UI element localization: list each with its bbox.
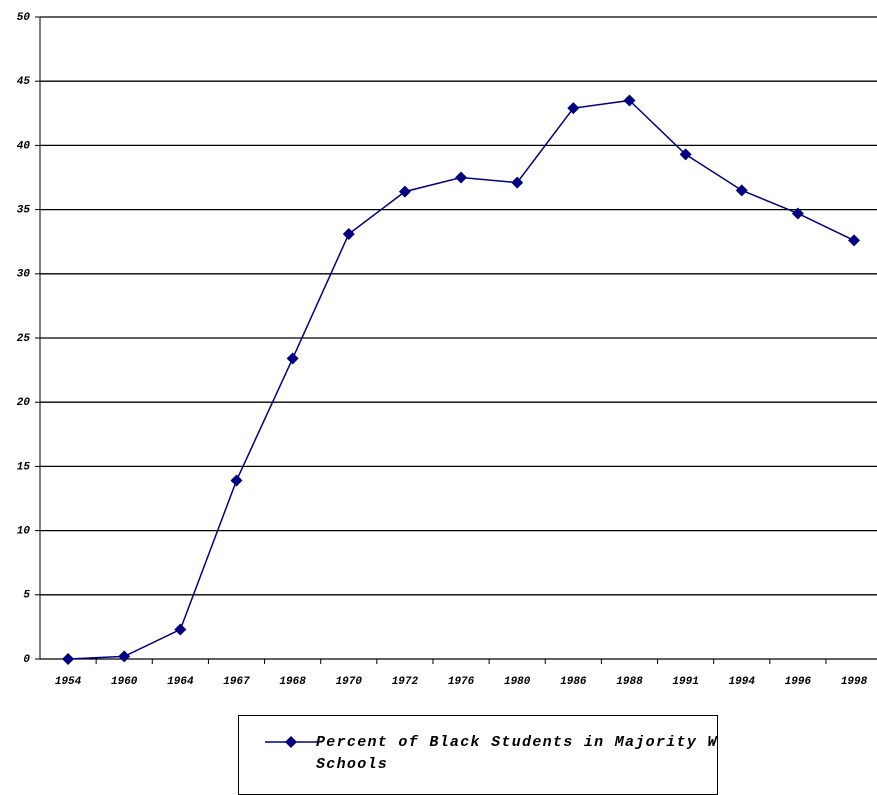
data-point: [679, 148, 692, 161]
y-tick-label: 10: [17, 526, 31, 538]
y-tick-label: 25: [17, 333, 31, 345]
data-point: [848, 234, 861, 247]
data-point: [118, 650, 131, 663]
y-tick-label: 30: [17, 269, 31, 281]
legend: Percent of Black Students in Majority Wh…: [238, 715, 718, 795]
x-tick-label: 1970: [336, 676, 363, 688]
data-point: [398, 185, 411, 198]
y-tick-label: 0: [23, 654, 30, 666]
data-point: [174, 623, 187, 636]
data-point: [62, 653, 75, 665]
legend-swatch: [265, 736, 317, 748]
x-tick-label: 1967: [223, 676, 250, 688]
y-tick-label: 45: [17, 76, 31, 88]
x-tick-label: 1996: [785, 676, 812, 688]
x-tick-label: 1960: [111, 676, 138, 688]
y-tick-label: 15: [17, 461, 31, 473]
data-point: [567, 102, 580, 115]
x-tick-label: 1968: [279, 676, 306, 688]
data-point: [455, 171, 468, 184]
data-point: [791, 207, 804, 220]
legend-label: Percent of Black Students in Majority Wh…: [316, 734, 718, 773]
legend-marker: [285, 736, 297, 748]
series-line: [68, 99, 855, 660]
data-point: [735, 184, 748, 197]
y-tick-label: 5: [23, 590, 30, 602]
x-tick-label: 1998: [841, 676, 868, 688]
y-tick-label: 50: [17, 12, 31, 24]
y-tick-label: 20: [17, 397, 31, 409]
x-tick-label: 1976: [448, 676, 475, 688]
x-tick-label: 1991: [672, 676, 698, 688]
data-point: [342, 227, 355, 240]
x-tick-label: 1972: [392, 676, 419, 688]
data-point: [623, 94, 636, 107]
x-tick-label: 1954: [55, 676, 82, 688]
data-point: [286, 352, 299, 365]
data-point: [230, 474, 243, 487]
x-tick-label: 1980: [504, 676, 531, 688]
y-tick-label: 35: [17, 205, 31, 217]
x-tick-label: 1988: [616, 676, 643, 688]
x-tick-label: 1964: [167, 676, 194, 688]
y-tick-label: 40: [17, 140, 31, 152]
x-tick-label: 1994: [729, 676, 756, 688]
x-tick-label: 1986: [560, 676, 587, 688]
data-point: [511, 176, 524, 189]
